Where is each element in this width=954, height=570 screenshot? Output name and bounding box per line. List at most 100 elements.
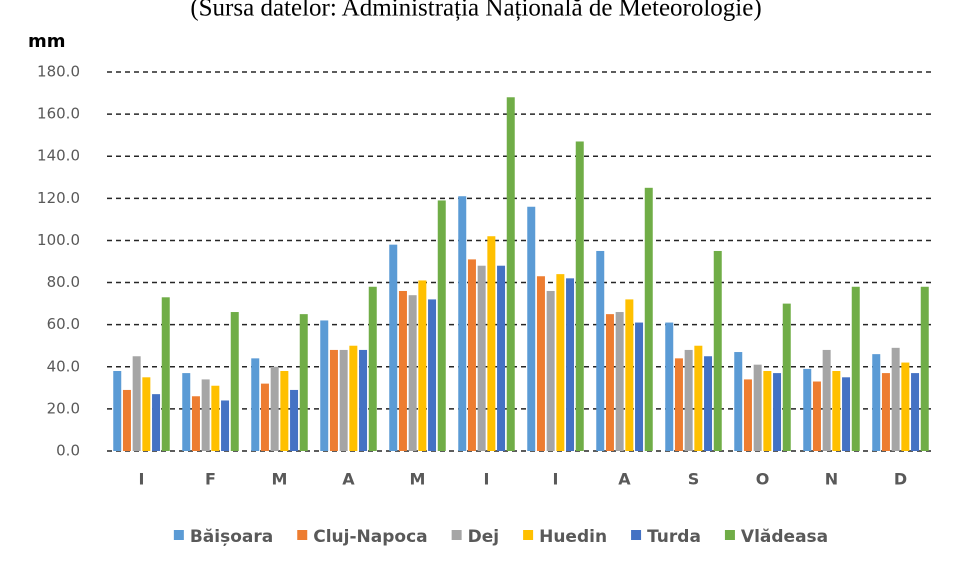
- x-tick-label: F: [205, 470, 216, 489]
- bar: [822, 349, 831, 451]
- bar: [329, 349, 338, 451]
- bar: [575, 141, 584, 451]
- bar: [161, 297, 170, 451]
- legend-label: Cluj-Napoca: [313, 527, 427, 547]
- legend-swatch: [631, 530, 642, 540]
- bar: [872, 354, 881, 451]
- legend-label: Huedin: [539, 527, 607, 547]
- bar: [437, 200, 446, 451]
- bar: [713, 250, 722, 451]
- bar: [803, 368, 812, 451]
- bar: [211, 385, 220, 451]
- bar: [290, 389, 299, 451]
- bar: [251, 358, 260, 451]
- bar: [260, 383, 269, 451]
- bar: [812, 381, 821, 451]
- bar: [832, 370, 841, 451]
- bar: [230, 312, 239, 451]
- bar: [458, 196, 467, 451]
- bar: [694, 345, 703, 451]
- bar: [842, 377, 851, 451]
- bar: [113, 370, 122, 451]
- bar: [684, 349, 693, 451]
- bar: [191, 396, 200, 451]
- bar: [734, 352, 743, 451]
- legend-swatch: [173, 530, 184, 540]
- x-tick-label: N: [825, 470, 838, 489]
- bar: [349, 345, 358, 451]
- bar: [674, 358, 683, 451]
- bar: [901, 362, 910, 451]
- bar: [556, 274, 565, 451]
- bar: [881, 373, 890, 451]
- bar: [487, 236, 496, 451]
- bar: [506, 97, 515, 452]
- bar: [320, 320, 329, 451]
- bar: [359, 349, 368, 451]
- y-tick-label: 180.0: [37, 63, 80, 81]
- x-tick-label: D: [894, 470, 907, 489]
- y-tick-label: 120.0: [37, 189, 80, 207]
- bar: [398, 290, 407, 451]
- x-tick-label: M: [272, 470, 288, 489]
- bar: [122, 389, 131, 451]
- y-tick-label: 160.0: [37, 105, 80, 123]
- x-tick-label: O: [756, 470, 770, 489]
- y-tick-label: 80.0: [47, 273, 80, 291]
- x-tick-label: I: [553, 470, 559, 489]
- y-tick-label: 60.0: [47, 315, 80, 333]
- bar: [566, 278, 575, 451]
- legend-swatch: [297, 530, 308, 540]
- bar: [911, 373, 920, 451]
- bar: [644, 187, 653, 452]
- bar: [891, 347, 900, 451]
- bar: [546, 290, 555, 451]
- chart-title: (Sursa datelor: Administrația Națională …: [190, 0, 761, 22]
- y-tick-label: 100.0: [37, 231, 80, 249]
- bar: [368, 286, 377, 451]
- legend-label: Băișoara: [190, 527, 273, 547]
- bar: [280, 370, 289, 451]
- y-tick-label: 40.0: [47, 357, 80, 375]
- y-tick-label: 20.0: [47, 399, 80, 417]
- bar: [339, 349, 348, 451]
- bar: [527, 206, 536, 451]
- x-tick-label: I: [484, 470, 490, 489]
- y-axis-label: mm: [28, 31, 66, 52]
- bar: [182, 373, 191, 451]
- bar: [201, 379, 210, 451]
- y-tick-label: 140.0: [37, 147, 80, 165]
- bar: [428, 299, 437, 451]
- bar: [497, 265, 506, 451]
- bar: [773, 373, 782, 451]
- legend-label: Vlădeasa: [741, 527, 828, 547]
- legend-swatch: [451, 530, 462, 540]
- bar: [615, 312, 624, 451]
- bar: [477, 265, 486, 451]
- bar: [743, 379, 752, 451]
- legend-label: Turda: [647, 527, 701, 547]
- bar: [270, 366, 279, 451]
- bar: [132, 356, 141, 451]
- bar: [763, 370, 772, 451]
- bar: [152, 394, 161, 451]
- bar: [142, 377, 151, 451]
- x-tick-label: A: [342, 470, 355, 489]
- y-tick-label: 0.0: [56, 442, 80, 460]
- bar: [665, 322, 674, 451]
- bar: [920, 286, 929, 451]
- bar: [625, 299, 634, 451]
- bar: [753, 364, 762, 451]
- bar: [467, 259, 476, 451]
- bar: [299, 314, 308, 451]
- bar: [605, 314, 614, 451]
- bar: [851, 286, 860, 451]
- bar: [408, 295, 417, 451]
- bar: [782, 303, 791, 451]
- bar: [596, 250, 605, 451]
- bar: [536, 276, 545, 451]
- bar: [221, 400, 230, 451]
- x-tick-label: A: [618, 470, 631, 489]
- bar: [418, 280, 427, 451]
